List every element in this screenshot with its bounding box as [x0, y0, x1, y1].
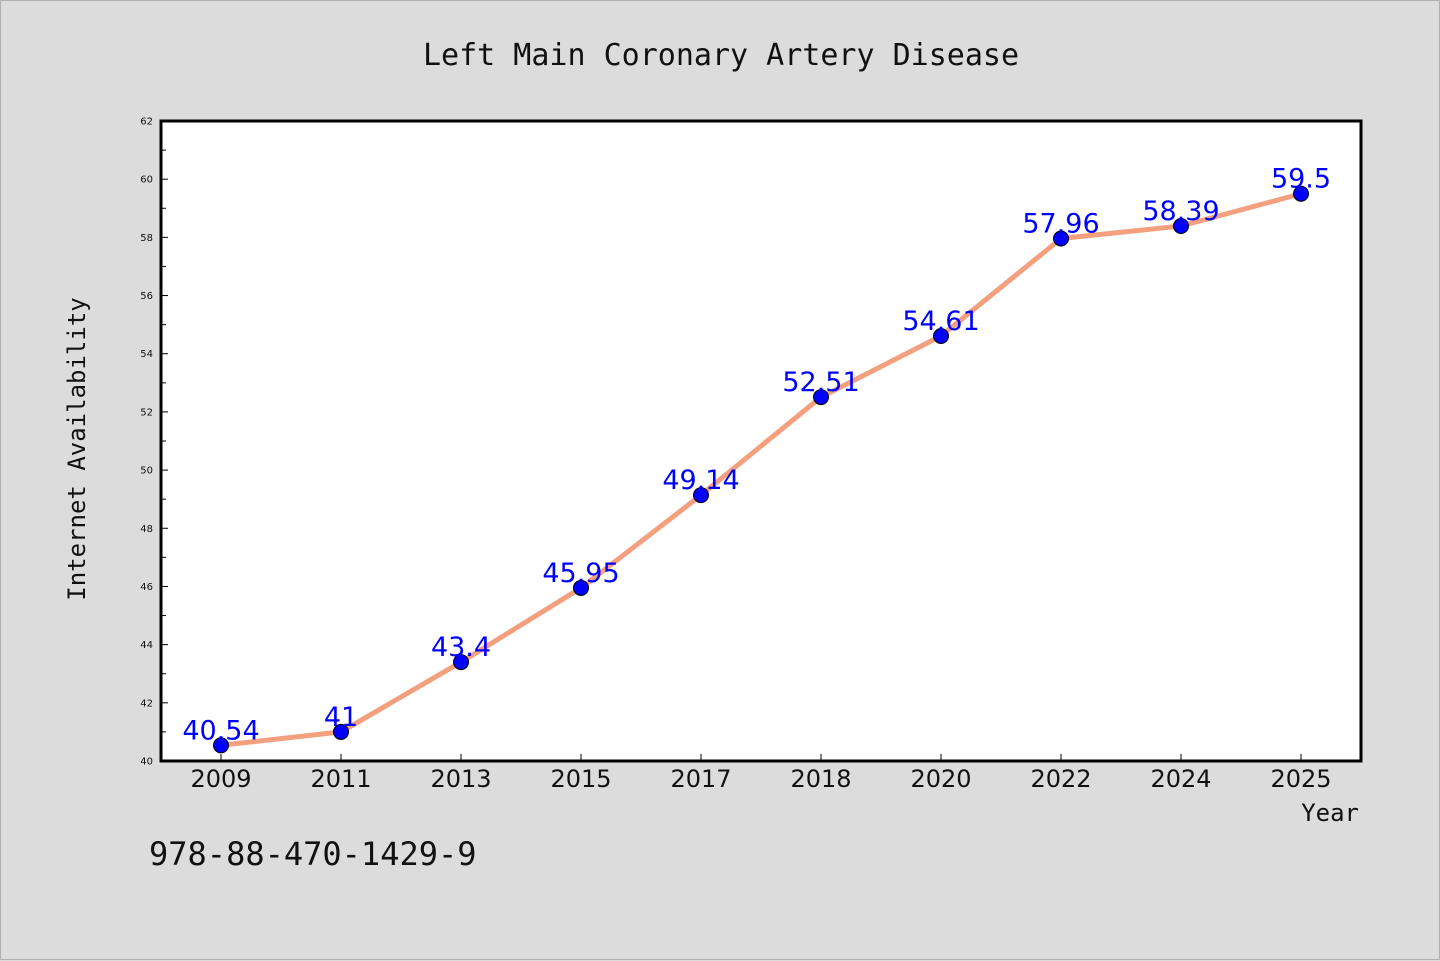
data-label: 49.14 [662, 465, 739, 496]
data-point [573, 579, 589, 596]
data-point [333, 723, 349, 740]
x-tick-label: 2025 [1270, 765, 1331, 793]
data-label: 57.96 [1022, 209, 1099, 240]
data-label: 59.5 [1271, 164, 1331, 195]
data-label: 58.39 [1142, 196, 1219, 227]
y-tick-label: 60 [140, 175, 153, 186]
data-label: 43.4 [431, 632, 491, 663]
y-axis: 40 42 44 46 48 50 52 54 56 58 60 62 [140, 117, 168, 768]
data-label: 52.51 [782, 367, 859, 398]
data-point [1173, 218, 1189, 235]
data-labels: 40.54 41 43.4 45.95 49.14 52.51 54.61 57.96 58.3… [182, 164, 1331, 747]
data-label: 54.61 [902, 306, 979, 337]
y-tick-label: 40 [140, 757, 153, 768]
x-tick-label: 2013 [430, 765, 491, 793]
x-tick-label: 2018 [790, 765, 851, 793]
footer-isbn: 978-88-470-1429-9 [149, 835, 477, 873]
chart-title: Left Main Coronary Artery Disease [423, 38, 1019, 73]
data-label: 45.95 [542, 558, 619, 589]
series-markers [213, 185, 1309, 754]
data-point [1053, 230, 1069, 247]
x-tick-label: 2022 [1030, 765, 1091, 793]
y-tick-label: 42 [140, 698, 153, 709]
x-axis: 2009 2011 2013 2015 2017 2018 2020 2022 2024 2025 [190, 754, 1332, 793]
data-point [693, 487, 709, 504]
y-axis-label: Internet Availability [63, 297, 91, 600]
y-tick-label: 56 [140, 291, 153, 302]
y-tick-label: 50 [140, 466, 153, 477]
y-tick-label: 54 [140, 349, 153, 360]
data-point [813, 389, 829, 406]
data-label: 40.54 [182, 715, 259, 746]
data-point [1293, 185, 1309, 202]
y-tick-label: 58 [140, 233, 153, 244]
y-tick-label: 48 [140, 524, 153, 535]
x-tick-label: 2020 [910, 765, 971, 793]
y-tick-label: 44 [140, 640, 153, 651]
x-tick-label: 2009 [190, 765, 251, 793]
x-tick-label: 2015 [550, 765, 611, 793]
y-tick-label: 62 [140, 117, 153, 128]
series-line [220, 191, 1302, 748]
data-point [213, 737, 229, 754]
data-label: 41 [324, 702, 358, 733]
y-tick-label: 52 [140, 407, 153, 418]
x-tick-label: 2017 [670, 765, 731, 793]
x-tick-label: 2024 [1150, 765, 1211, 793]
data-point [453, 654, 469, 671]
x-axis-label: Year [1301, 799, 1359, 827]
data-point [933, 327, 949, 344]
x-tick-label: 2011 [310, 765, 371, 793]
y-tick-label: 46 [140, 582, 153, 593]
